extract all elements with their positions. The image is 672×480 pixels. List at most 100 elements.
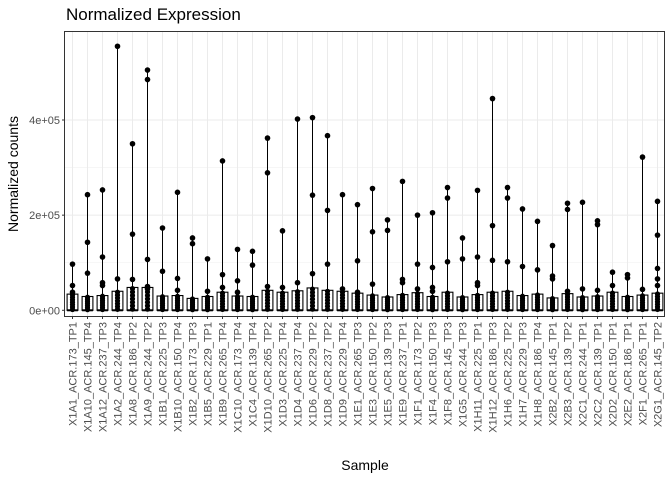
data-point: [159, 294, 166, 300]
outlier-point: [339, 286, 346, 292]
x-tick-label: X2F1_ACR.265_TP1: [638, 322, 650, 425]
outlier-point: [519, 263, 526, 270]
outlier-point: [234, 246, 241, 253]
outlier-point: [474, 282, 481, 289]
outlier-point: [594, 287, 601, 294]
outlier-point: [549, 242, 556, 249]
outlier-point: [234, 289, 241, 296]
data-point: [129, 285, 136, 292]
outlier-point: [174, 189, 181, 196]
x-tick-label: X1E9_ACR.237_TP1: [398, 322, 410, 426]
outlier-point: [534, 267, 541, 273]
outlier-point: [534, 218, 541, 225]
outlier-point: [504, 258, 511, 265]
data-point: [429, 294, 436, 300]
x-tick-label: X2C1_ACR.244_TP1: [578, 322, 590, 427]
outlier-point: [324, 132, 331, 139]
x-tick-label: X1B5_ACR.229_TP1: [203, 322, 215, 426]
outlier-point: [294, 116, 301, 122]
data-point: [174, 293, 181, 299]
outlier-point: [579, 286, 586, 292]
x-tick-label: X1D6_ACR.229_TP2: [308, 322, 320, 427]
outlier-point: [429, 288, 436, 295]
outlier-point: [354, 289, 361, 296]
outlier-point: [309, 270, 316, 277]
outlier-point: [399, 178, 406, 185]
x-tick-label: X1A1_ACR.173_TP1: [68, 322, 80, 426]
outlier-point: [489, 222, 496, 229]
outlier-point: [609, 269, 616, 276]
x-tick-label: X1H7_ACR.229_TP3: [518, 322, 530, 427]
outlier-point: [219, 158, 226, 164]
outlier-point: [369, 281, 376, 287]
x-tick-label: X1B2_ACR.173_TP3: [188, 322, 200, 426]
x-tick-label: X1B9_ACR.265_TP4: [218, 322, 230, 426]
outlier-point: [444, 195, 451, 201]
outlier-point: [114, 43, 121, 50]
x-tick-label: X1A8_ACR.186_TP2: [128, 322, 140, 426]
outlier-point: [519, 206, 526, 212]
outlier-point: [114, 276, 121, 282]
data-point: [474, 292, 481, 298]
outlier-point: [234, 277, 241, 284]
outlier-point: [414, 286, 421, 292]
outlier-point: [279, 284, 286, 291]
outlier-point: [654, 232, 661, 238]
outlier-point: [654, 198, 661, 205]
outlier-point: [84, 270, 91, 276]
data-point: [279, 290, 286, 296]
outlier-point: [249, 262, 256, 268]
x-tick-label: X2E2_ACR.186_TP1: [623, 322, 635, 426]
outlier-point: [489, 95, 496, 102]
outlier-point: [264, 170, 271, 176]
outlier-point: [99, 187, 106, 193]
x-tick-label: X1D10_ACR.265_TP2: [263, 322, 275, 433]
x-tick-label: X1H12_ACR.186_TP3: [488, 322, 500, 433]
outlier-point: [444, 258, 451, 265]
data-point: [549, 295, 556, 302]
outlier-point: [459, 256, 466, 262]
outlier-point: [474, 187, 481, 194]
outlier-point: [219, 271, 226, 278]
data-point: [414, 290, 421, 297]
outlier-point: [174, 287, 181, 294]
x-tick-label: X2B3_ACR.139_TP2: [563, 322, 575, 426]
x-tick-label: X1F8_ACR.145_TP3: [443, 322, 455, 425]
outlier-point: [84, 191, 91, 198]
outlier-point: [99, 282, 106, 289]
x-tick-label: X1E3_ACR.150_TP2: [368, 322, 380, 426]
outlier-point: [99, 254, 106, 260]
outlier-point: [609, 282, 616, 289]
x-tick-label: X1F1_ACR.173_TP2: [413, 322, 425, 425]
x-tick-label: X1D4_ACR.237_TP4: [293, 322, 305, 427]
x-tick-label: X1B1_ACR.225_TP3: [158, 322, 170, 426]
y-tick-label: 4e+05: [29, 115, 60, 127]
x-tick-label: X1E1_ACR.265_TP3: [353, 322, 365, 426]
outlier-point: [624, 275, 631, 281]
outlier-point: [564, 288, 571, 295]
x-tick-label: X1H8_ACR.186_TP4: [533, 322, 545, 427]
outlier-point: [654, 282, 661, 289]
outlier-point: [159, 225, 166, 231]
x-tick-label: X1A9_ACR.244_TP2: [143, 322, 155, 426]
outlier-point: [84, 239, 91, 246]
data-point: [534, 292, 541, 298]
x-tick-label: X2D2_ACR.150_TP1: [608, 322, 620, 427]
x-tick-label: X1H6_ACR.225_TP2: [503, 322, 515, 427]
x-tick-label: X1A10_ACR.145_TP4: [83, 322, 95, 432]
data-point: [489, 290, 496, 296]
outlier-point: [399, 279, 406, 286]
data-point: [324, 288, 331, 294]
data-point: [444, 290, 451, 296]
outlier-point: [144, 286, 151, 292]
outlier-point: [354, 201, 361, 208]
outlier-point: [564, 206, 571, 213]
x-tick-label: X1D8_ACR.237_TP2: [323, 322, 335, 427]
y-tick-label: 2e+05: [29, 210, 60, 222]
outlier-point: [204, 288, 211, 295]
data-point: [114, 289, 121, 295]
data-point: [459, 295, 466, 301]
outlier-point: [219, 284, 226, 291]
data-point: [309, 286, 316, 292]
data-point: [219, 290, 226, 296]
